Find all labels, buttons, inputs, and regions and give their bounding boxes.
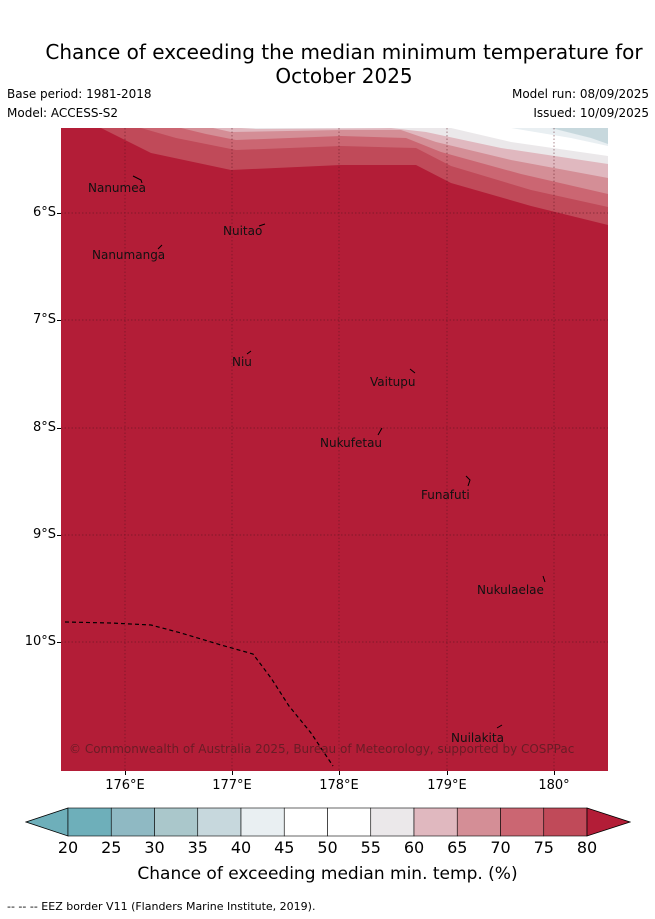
lat-tick-7s [57, 320, 61, 321]
colorbar-swatch-60 [413, 807, 458, 837]
island-shapes [132, 175, 546, 729]
colorbar-tick-label-40: 40 [230, 838, 252, 857]
colorbar-tick-label-30: 30 [144, 838, 165, 857]
colorbar-swatches [24, 807, 632, 837]
island-label-nukufetau: Nukufetau [320, 436, 383, 450]
colorbar-tick-label-25: 25 [101, 838, 122, 857]
colorbar-tick-label-60: 60 [403, 838, 425, 857]
island-label-nanumanga: Nanumanga [92, 248, 166, 262]
colorbar-swatch-55 [370, 807, 415, 837]
colorbar-swatch-45 [283, 807, 328, 837]
lon-tick-179e [447, 771, 448, 775]
colorbar-title: Chance of exceeding median min. temp. (%… [137, 864, 518, 884]
colorbar-tick-label-80: 80 [576, 838, 598, 857]
colorbar-swatch-70 [500, 807, 545, 837]
colorbar-tick-label-50: 50 [317, 838, 338, 857]
lon-tick-176e [125, 771, 126, 775]
model-name: Model: ACCESS-S2 [7, 106, 119, 120]
lon-tick-178e [339, 771, 340, 775]
lat-tick-10s [57, 642, 61, 643]
colorbar-tick-label-20: 20 [57, 838, 79, 857]
lat-label-8s: 8°S [32, 420, 56, 435]
colorbar-swatch-25 [110, 807, 155, 837]
colorbar [24, 807, 632, 841]
island-label-nukulaelae: Nukulaelae [477, 583, 544, 597]
colorbar-swatch-50 [327, 807, 372, 837]
colorbar-tick-label-65: 65 [447, 838, 468, 857]
category-35-band [551, 128, 608, 144]
title-line-2: October 2025 [275, 64, 413, 88]
colorbar-tick-label-70: 70 [490, 838, 511, 857]
lat-label-10s: 10°S [24, 634, 56, 649]
colorbar-swatch-20 [67, 807, 112, 837]
island-label-nanumea: Nanumea [88, 181, 146, 195]
island-label-funafuti: Funafuti [421, 488, 470, 502]
lon-label-177e: 177°E [212, 778, 252, 793]
lat-tick-6s [57, 213, 61, 214]
eez-border-line [64, 621, 334, 767]
island-label-vaitupu: Vaitupu [370, 375, 416, 389]
map-panel[interactable] [61, 128, 608, 771]
colorbar-swatch-40 [240, 807, 285, 837]
colorbar-tick-label-75: 75 [533, 838, 554, 857]
model-run: Model run: 08/09/2025 [511, 87, 649, 101]
colorbar-swatch-35 [197, 807, 242, 837]
island-label-niu: Niu [232, 355, 252, 369]
lat-label-7s: 7°S [32, 312, 56, 327]
lat-tick-9s [57, 535, 61, 536]
colorbar-swatch-65 [456, 807, 501, 837]
copyright-notice: © Commonwealth of Australia 2025, Bureau… [69, 742, 575, 756]
issued-date: Issued: 10/09/2025 [533, 106, 649, 120]
graticule [61, 128, 608, 771]
colorbar-tick-label-45: 45 [274, 838, 295, 857]
lon-label-180: 180° [538, 778, 570, 793]
lon-label-179e: 179°E [427, 778, 467, 793]
probability-map [61, 128, 608, 771]
chart-title: Chance of exceeding the median minimum t… [0, 40, 655, 88]
lat-label-9s: 9°S [32, 527, 56, 542]
lon-label-176e: 176°E [105, 778, 145, 793]
colorbar-under-arrow [24, 807, 69, 837]
base-period: Base period: 1981-2018 [7, 87, 152, 101]
colorbar-tick-label-55: 55 [360, 838, 381, 857]
lon-tick-177e [232, 771, 233, 775]
colorbar-swatch-30 [154, 807, 199, 837]
island-label-nuitao: Nuitao [223, 224, 263, 238]
lon-tick-180 [554, 771, 555, 775]
island-label-nuilakita: Nuilakita [451, 731, 504, 745]
colorbar-over-arrow [586, 807, 632, 837]
category-80-fill [61, 128, 608, 771]
eez-footnote: -- -- -- EEZ border V11 (Flanders Marine… [7, 900, 316, 913]
lon-label-178e: 178°E [319, 778, 359, 793]
colorbar-tick-label-35: 35 [187, 838, 208, 857]
lat-tick-8s [57, 428, 61, 429]
colorbar-swatch-75 [543, 807, 588, 837]
title-line-1: Chance of exceeding the median minimum t… [45, 40, 643, 64]
lat-label-6s: 6°S [32, 205, 56, 220]
